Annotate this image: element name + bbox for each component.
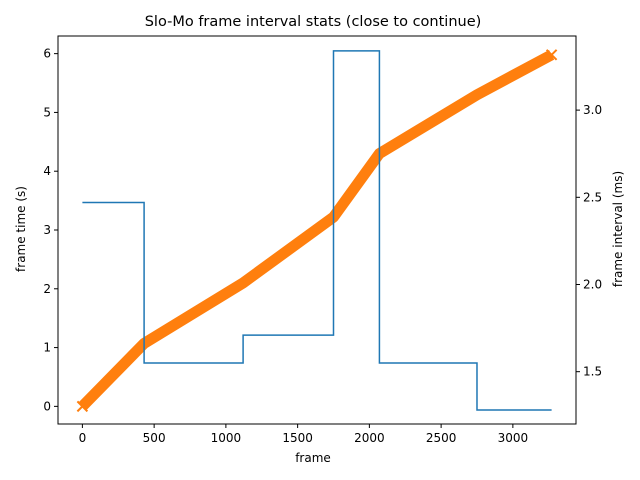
x-tick-label: 0	[79, 431, 87, 445]
x-tick-label: 500	[143, 431, 166, 445]
x-tick-label: 3000	[498, 431, 529, 445]
series-end-marker	[545, 49, 558, 61]
chart-title: Slo-Mo frame interval stats (close to co…	[145, 14, 482, 30]
y-left-tick-label: 3	[43, 223, 51, 237]
series-frame-time-line	[78, 49, 555, 411]
x-tick-label: 1500	[282, 431, 313, 445]
series-start-marker	[76, 400, 89, 413]
y-left-axis-label: frame time (s)	[14, 186, 28, 272]
y-right-axis-label: frame interval (ms)	[611, 171, 625, 287]
x-tick-label: 2500	[426, 431, 457, 445]
y-right-tick-label: 1.5	[583, 365, 602, 379]
series-frame-interval-step	[82, 50, 552, 411]
y-left-tick-label: 6	[43, 47, 51, 61]
y-left-tick-label: 0	[43, 399, 51, 413]
y-right-tick-label: 3.0	[583, 103, 602, 117]
y-right-tick-label: 2.5	[583, 190, 602, 204]
x-axis-label: frame	[295, 451, 331, 465]
y-left-tick-label: 1	[43, 341, 51, 355]
y-left-tick-label: 2	[43, 282, 51, 296]
x-axis-ticks: 0 500 1000 1500 2000 2500 3000	[79, 424, 529, 445]
y-right-axis-ticks: 1.5 2.0 2.5 3.0	[576, 103, 602, 379]
y-left-tick-label: 4	[43, 164, 51, 178]
y-left-tick-label: 5	[43, 105, 51, 119]
series-layer	[76, 49, 558, 413]
x-tick-label: 2000	[354, 431, 385, 445]
x-tick-label: 1000	[211, 431, 242, 445]
y-left-axis-ticks: 0 1 2 3 4 5 6	[43, 47, 58, 413]
plot-area: 0 500 1000 1500 2000 2500 3000 0 1 2 3 4 5 6 1.5 2.0 2…	[43, 35, 602, 445]
y-right-tick-label: 2.0	[583, 277, 602, 291]
